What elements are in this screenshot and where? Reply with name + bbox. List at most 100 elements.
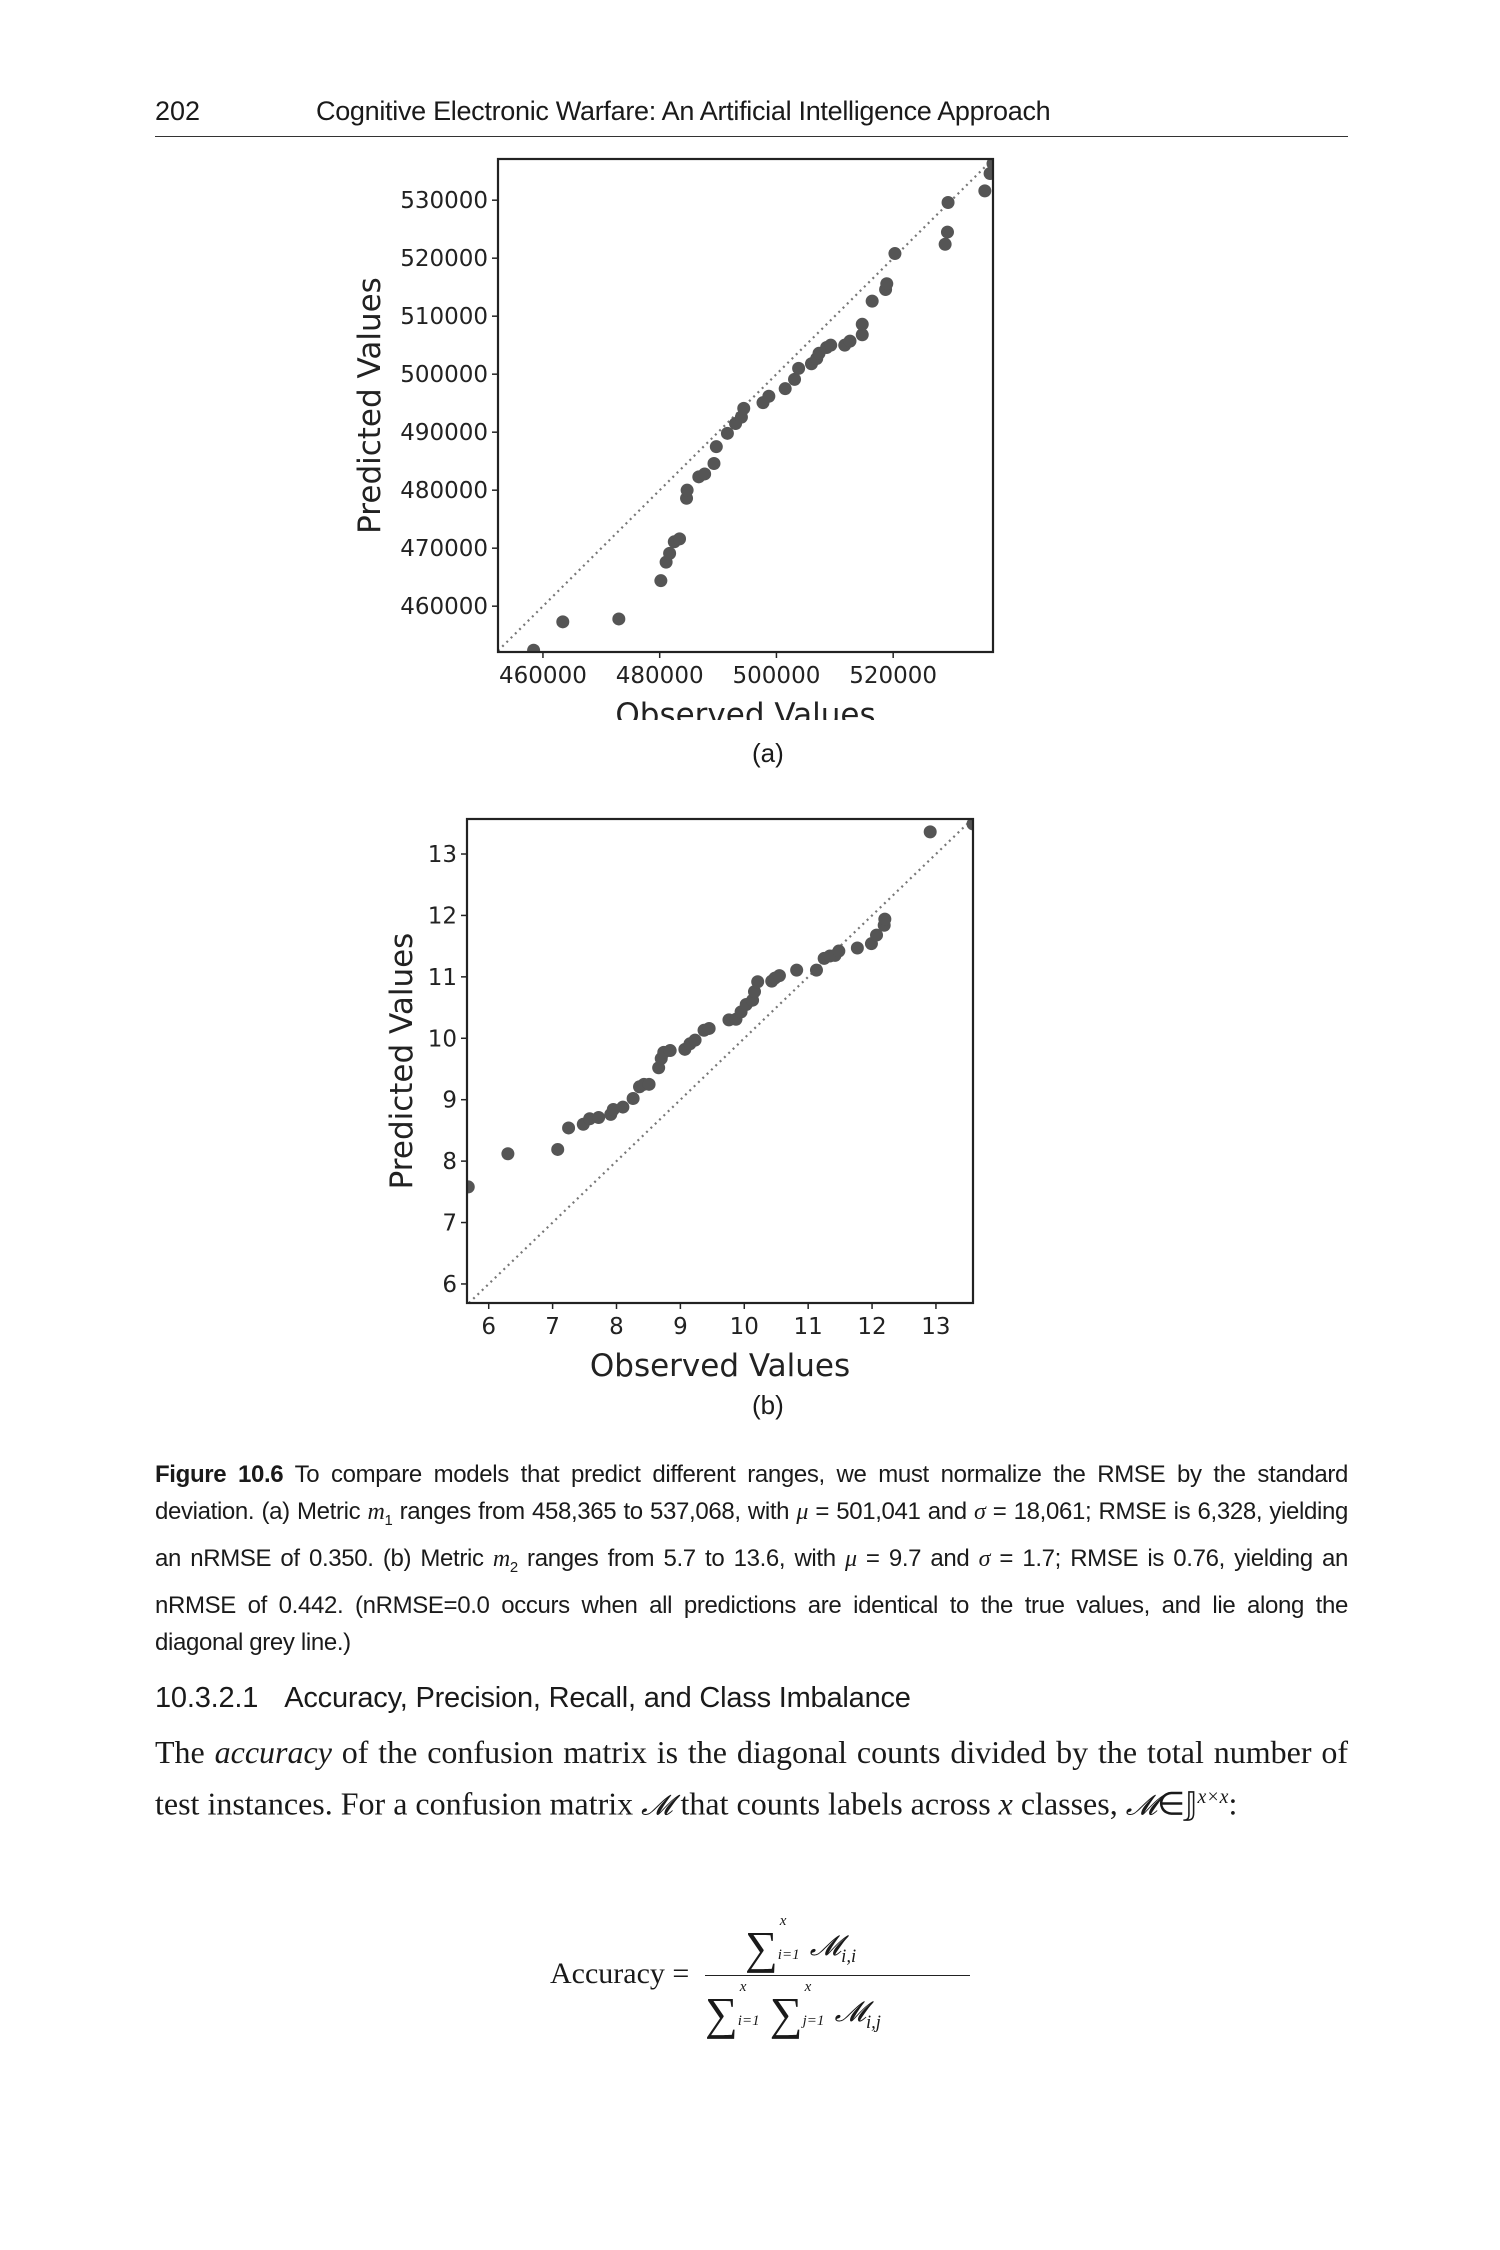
data-point	[654, 574, 668, 588]
sum-upper: x	[804, 1979, 812, 1995]
x-tick-label: 8	[609, 1314, 624, 1340]
data-point	[880, 277, 894, 291]
data-point	[940, 225, 954, 239]
data-point	[680, 483, 694, 497]
data-point	[556, 615, 570, 629]
body-text: :	[1228, 1785, 1238, 1822]
x-tick-label: 480000	[616, 663, 704, 689]
data-point	[642, 1077, 656, 1091]
plot-frame	[465, 817, 975, 1305]
data-point	[790, 963, 804, 977]
equation-lhs: Accuracy =	[550, 1957, 690, 1990]
fraction-bar	[705, 1975, 970, 1976]
y-tick-label: 490000	[400, 420, 488, 446]
section-number: 10.3.2.1	[155, 1682, 259, 1714]
y-tick-label: 480000	[400, 478, 488, 504]
y-tick-label: 11	[428, 965, 457, 991]
caption-math: σ	[978, 1545, 991, 1572]
body-text: The	[155, 1734, 215, 1770]
y-tick-label: 530000	[400, 188, 488, 214]
data-point	[467, 1180, 475, 1194]
body-paragraph: The accuracy of the confusion matrix is …	[155, 1730, 1348, 1828]
caption-math: m	[492, 1545, 510, 1572]
body-text: classes,	[1012, 1785, 1126, 1822]
sum-symbol: ∑	[745, 1922, 778, 1973]
data-point	[978, 184, 992, 198]
data-point	[792, 361, 806, 375]
data-point	[832, 944, 846, 958]
data-point	[501, 1147, 515, 1161]
panel-label-a: (a)	[752, 738, 784, 768]
equation-denominator: ∑ x i=1 ∑ x j=1 𝓜i,j	[705, 1979, 881, 2040]
x-tick-label: 9	[673, 1314, 688, 1340]
caption-math: σ	[974, 1499, 986, 1525]
data-point	[551, 1142, 565, 1156]
data-point	[707, 457, 721, 470]
figure-label: Figure 10.6	[155, 1461, 284, 1488]
y-tick-label: 460000	[400, 594, 488, 620]
caption-text: = 1.7; RMSE is 0.76, yielding an nRMSE o…	[155, 1544, 1348, 1656]
math-symbol: 𝓜	[641, 1788, 673, 1822]
scatter-plot-a: 460000 480000 500000 520000 460000 470000 4800…	[352, 157, 995, 720]
y-axis-label: Predicted Values	[352, 277, 388, 534]
y-tick-label: 500000	[400, 362, 488, 388]
scatter-plot-b: 6 7 8 9 10 11 12 13 6 7 8 9 10 11 12 13 Observed Values P…	[384, 817, 975, 1380]
data-point	[788, 372, 802, 386]
section-heading: 10.3.2.1 Accuracy, Precision, Recall, and…	[155, 1682, 911, 1715]
x-tick-label: 7	[545, 1314, 560, 1340]
caption-text: = 18,061; RMSE is 6,328, yielding an nRM…	[155, 1498, 1348, 1572]
body-text: of the confusion matrix is the diagonal …	[155, 1734, 1349, 1822]
data-point	[809, 963, 823, 977]
caption-text: = 501,041 and	[808, 1498, 975, 1525]
plot-area	[467, 819, 973, 1303]
data-point	[698, 467, 712, 481]
data-point	[778, 382, 792, 396]
caption-text: ranges from 458,365 to 537,068, with	[392, 1498, 797, 1525]
data-point	[966, 819, 973, 831]
x-axis-label: Observed Values	[615, 697, 875, 720]
caption-math: 1	[384, 1512, 393, 1529]
data-point	[983, 167, 993, 180]
data-point	[709, 440, 723, 454]
sum-lower: i=1	[777, 1947, 800, 1963]
data-point	[855, 317, 869, 331]
caption-math: μ	[796, 1499, 809, 1525]
x-tick-label: 500000	[733, 663, 821, 689]
x-tick-label: 12	[857, 1314, 886, 1340]
sum-symbol: ∑	[705, 1988, 738, 2039]
section-title: Accuracy, Precision, Recall, and Class I…	[284, 1682, 911, 1714]
body-text: that counts labels across	[672, 1785, 999, 1822]
accuracy-equation: Accuracy = ∑ x i=1 𝓜i,i ∑ x i=1 ∑ x j=1 𝓜i,j	[550, 1913, 970, 2045]
data-point	[663, 1044, 677, 1058]
y-tick-label: 10	[428, 1026, 457, 1052]
data-point	[612, 612, 626, 626]
y-tick-label: 470000	[400, 536, 488, 562]
x-tick-label: 6	[481, 1314, 496, 1340]
page-number: 202	[155, 96, 201, 126]
data-point	[527, 643, 541, 652]
data-point	[592, 1111, 606, 1125]
data-point	[663, 546, 677, 560]
x-tick-label: 10	[730, 1314, 759, 1340]
data-point	[562, 1121, 576, 1135]
data-point	[850, 941, 864, 955]
data-point	[626, 1091, 640, 1105]
data-point	[870, 928, 884, 942]
data-point	[865, 294, 879, 308]
sum-lower: i=1	[737, 2013, 760, 2029]
matrix-subscript: i,j	[865, 2012, 881, 2033]
diagonal-reference-line	[468, 819, 973, 1303]
data-point	[737, 401, 751, 415]
x-axis-label: Observed Values	[590, 1348, 850, 1380]
data-point	[855, 328, 869, 342]
matrix-symbol: 𝓜	[809, 1929, 842, 1962]
y-tick-label: 520000	[400, 246, 488, 272]
data-point	[986, 159, 993, 171]
y-tick-label: 510000	[400, 304, 488, 330]
data-point	[748, 985, 761, 999]
data-point	[824, 338, 838, 352]
math-symbol: x	[998, 1785, 1013, 1822]
data-point	[762, 389, 776, 403]
data-point	[772, 969, 786, 983]
plot-frame	[496, 157, 995, 654]
